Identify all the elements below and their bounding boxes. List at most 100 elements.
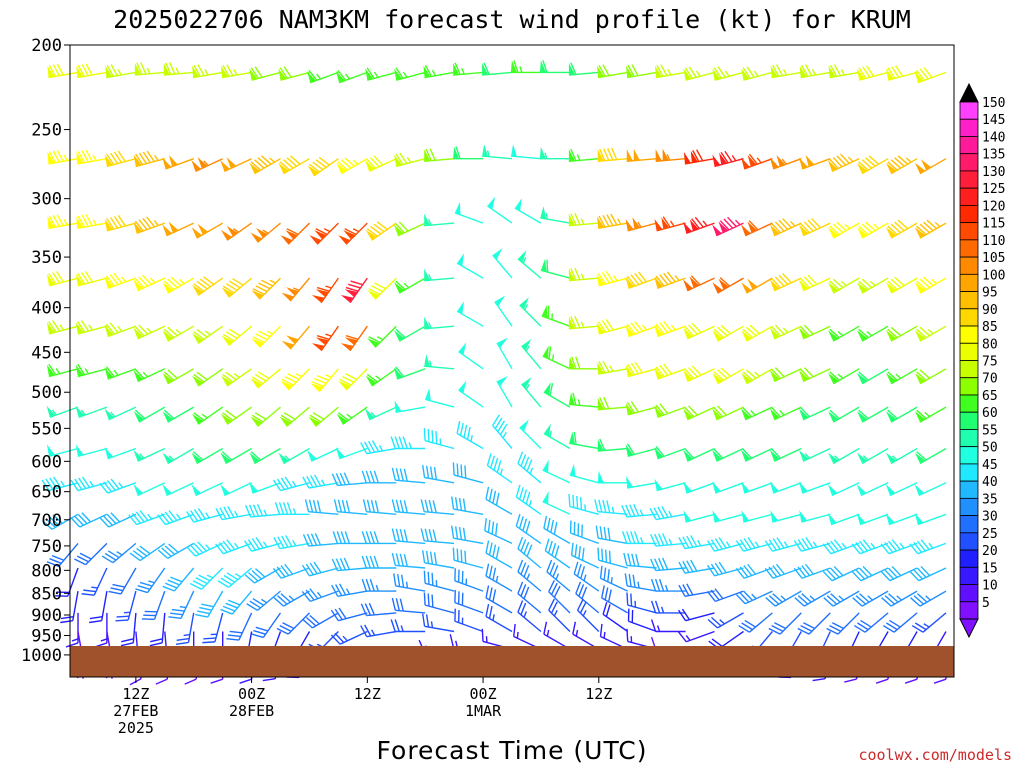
wind-barb — [46, 320, 79, 335]
wind-barb — [250, 612, 282, 639]
wind-barb — [576, 598, 600, 632]
y-tick-label: 700 — [31, 511, 62, 531]
wind-barb — [309, 222, 339, 245]
wind-barb — [799, 64, 831, 79]
wind-barb — [391, 597, 426, 614]
wind-barb — [794, 590, 831, 607]
colorbar-top-arrow — [959, 82, 979, 103]
speed-colorbar: 1501451401351301251201151101051009590858… — [959, 82, 1005, 639]
wind-barb — [510, 60, 541, 74]
colorbar-swatch — [959, 411, 979, 430]
wind-barb — [799, 510, 831, 523]
wind-barb — [798, 324, 831, 340]
wind-barb — [517, 559, 542, 592]
wind-barb — [650, 578, 686, 592]
wind-barb — [573, 561, 600, 592]
wind-barb — [683, 510, 715, 523]
y-tick-label: 650 — [31, 483, 62, 503]
wind-barb — [133, 324, 166, 340]
colorbar-label: 50 — [982, 441, 998, 456]
wind-barb — [453, 62, 484, 76]
y-tick-label: 250 — [31, 121, 62, 141]
wind-barb — [249, 447, 281, 465]
colorbar-label: 85 — [982, 320, 998, 335]
wind-barb — [741, 277, 773, 294]
colorbar-bottom-arrow — [959, 618, 979, 639]
wind-barb — [515, 513, 542, 544]
wind-barb — [885, 155, 918, 175]
wind-barb — [149, 612, 166, 647]
wind-barb — [360, 440, 397, 455]
wind-barb — [885, 406, 918, 423]
wind-barb — [422, 464, 455, 484]
wind-barb — [712, 405, 744, 421]
colorbar-swatch — [959, 239, 979, 258]
wind-barb — [302, 474, 339, 489]
wind-barb — [543, 423, 571, 450]
wind-barb — [770, 510, 802, 523]
wind-barb — [597, 396, 628, 411]
wind-barb — [764, 563, 802, 579]
wind-barb — [914, 447, 947, 465]
wind-barb — [910, 590, 947, 607]
wind-barb — [542, 345, 571, 370]
wind-barb — [338, 368, 368, 391]
wind-barb — [273, 590, 310, 607]
wind-barb — [75, 271, 108, 287]
wind-barb — [546, 559, 571, 592]
wind-barb — [302, 533, 339, 547]
wind-barb — [189, 567, 224, 590]
wind-barb — [244, 503, 281, 518]
colorbar-swatch — [959, 446, 979, 465]
wind-barb — [543, 382, 571, 408]
wind-barb — [521, 338, 542, 370]
wind-barb — [510, 144, 541, 160]
wind-barb — [914, 406, 947, 423]
wind-barb — [770, 64, 802, 79]
wind-barb — [626, 148, 657, 163]
wind-barb — [569, 431, 599, 450]
wind-barb — [360, 602, 397, 617]
wind-barb — [856, 155, 889, 175]
colorbar-swatch — [959, 204, 979, 224]
wind-barb — [769, 481, 802, 494]
wind-barb — [769, 154, 802, 170]
wind-barb — [856, 482, 889, 497]
wind-barb — [162, 276, 195, 294]
wind-barb — [654, 478, 686, 492]
colorbar-swatch — [959, 170, 979, 189]
colorbar-swatch — [959, 515, 979, 534]
wind-barb — [394, 277, 426, 294]
wind-barb — [741, 153, 773, 170]
wind-barb — [307, 69, 339, 84]
colorbar-swatch — [959, 256, 979, 275]
wind-barb — [856, 406, 889, 423]
wind-barb — [243, 537, 281, 552]
wind-barb — [99, 478, 137, 494]
colorbar-label: 60 — [982, 406, 998, 421]
x-tick-label: 12Z — [122, 685, 149, 703]
wind-barb — [104, 322, 137, 338]
y-tick-label: 1000 — [21, 646, 62, 666]
wind-barb — [394, 67, 426, 81]
wind-barb — [274, 502, 310, 515]
wind-barb — [707, 612, 744, 629]
wind-barb — [568, 212, 599, 227]
wind-barb — [851, 565, 889, 582]
wind-barb — [487, 196, 513, 224]
wind-barb — [423, 570, 455, 592]
wind-barb — [735, 563, 773, 579]
wind-barb — [454, 201, 484, 224]
wind-barb — [394, 400, 426, 413]
wind-barb — [365, 221, 397, 241]
wind-barb — [47, 149, 79, 165]
wind-barb — [423, 64, 455, 79]
wind-barb — [221, 325, 253, 347]
colorbar-swatch — [959, 429, 979, 448]
wind-barb — [281, 277, 311, 302]
y-tick-label: 400 — [31, 299, 62, 319]
wind-barb — [335, 447, 368, 460]
wind-barb — [162, 325, 195, 342]
wind-barb — [485, 540, 513, 569]
wind-barb — [249, 66, 281, 81]
